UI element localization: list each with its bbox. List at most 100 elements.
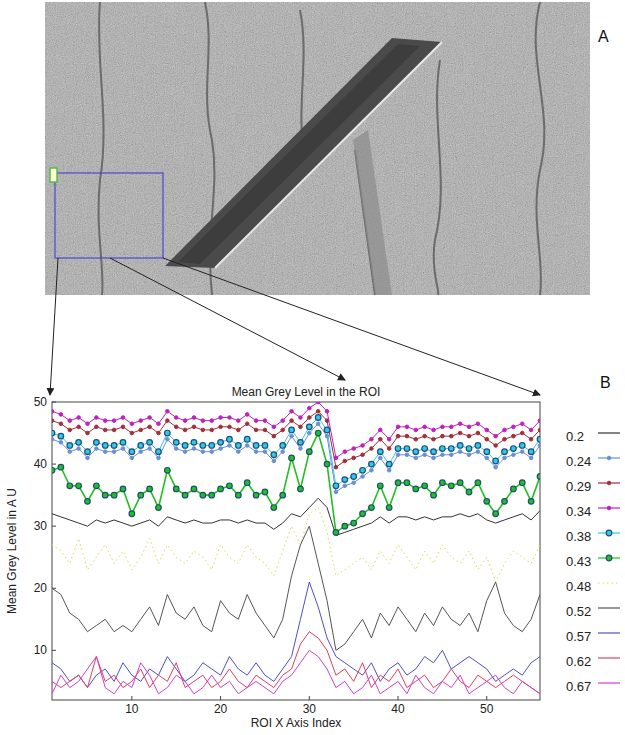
legend-swatch [598,432,620,433]
legend: 0.20.240.290.340.380.430.480.520.570.620… [566,429,620,694]
panel-letter: A [598,28,609,45]
series-point [503,428,507,432]
series-point [298,486,304,492]
series-point [111,492,117,498]
series-point [254,419,258,423]
series-point [227,436,233,442]
series-point [182,443,188,449]
pointer-arrow [163,258,540,395]
series-point [112,419,116,423]
series-point [192,416,196,420]
series-point [182,492,188,498]
series-point [396,453,400,457]
series-point [440,446,446,452]
series-point [315,430,321,436]
x-axis-title: ROI X Axis Index [251,716,342,730]
series-point [77,425,81,429]
series-point [262,489,268,495]
series-point [396,425,400,429]
series-point [166,437,170,441]
series-point [183,450,187,454]
series-point [219,447,223,451]
series-point [413,449,419,455]
series-point [324,427,330,433]
series-point [103,428,107,432]
plot-data [52,402,540,694]
crystal-core [178,44,420,264]
series-point [512,453,516,457]
series-point [449,425,453,429]
series-point [370,447,374,451]
series-point [148,447,152,451]
series-point [183,428,187,432]
series-point [148,425,152,429]
legend-swatch [598,632,620,633]
series-point [228,416,232,420]
series-point [85,449,91,455]
series-point [209,443,215,449]
legend-label: 0.67 [566,679,591,694]
series-point [237,428,241,432]
series-point [538,428,540,432]
series-point [458,450,462,454]
series-point [245,444,249,448]
series-point [422,446,428,452]
series-point [440,480,446,486]
pointer-arrow [110,258,345,380]
series-point [512,434,516,438]
series-point [343,484,347,488]
series-point [237,450,241,454]
series-point [289,455,295,461]
series-point [77,447,81,451]
series-point [502,499,508,505]
series-point [130,456,134,460]
series-point [343,450,347,454]
x-tick-label: 40 [391,702,405,716]
series-point [476,450,480,454]
series-point [280,492,286,498]
series-point [484,449,490,455]
series-point [263,450,267,454]
series-point [475,480,481,486]
series-point [68,428,72,432]
y-tick-label: 10 [34,643,48,657]
series-point [201,419,205,423]
series-point [156,505,162,511]
roi-marker [50,168,57,182]
series-point [511,486,517,492]
series-point [103,419,107,423]
series-point [387,468,391,472]
series-point [352,456,356,460]
series-point [485,428,489,432]
series-point [166,410,170,414]
fibre [536,2,545,295]
series-point [493,458,499,464]
series-point [121,416,125,420]
series-point [77,416,81,420]
series-point [201,450,205,454]
series-point [431,449,437,455]
series-point [244,436,250,442]
series-point [191,486,197,492]
series-point [263,419,267,423]
series-point [52,467,55,473]
series-point [334,456,338,460]
series-point [289,427,295,433]
series-point [324,461,330,467]
series-point [494,465,498,469]
series-point [58,433,64,439]
series-point [86,431,90,435]
series-point [431,492,437,498]
legend-label: 0.34 [566,504,591,519]
series-point [147,486,153,492]
series-point [405,453,409,457]
series-point [422,483,428,489]
series-point [111,443,117,449]
y-tick [52,402,56,403]
series-point [201,428,205,432]
series-point [245,413,249,417]
series-point [157,456,161,460]
series-point [139,419,143,423]
series-point [76,483,82,489]
series-point [333,530,339,536]
